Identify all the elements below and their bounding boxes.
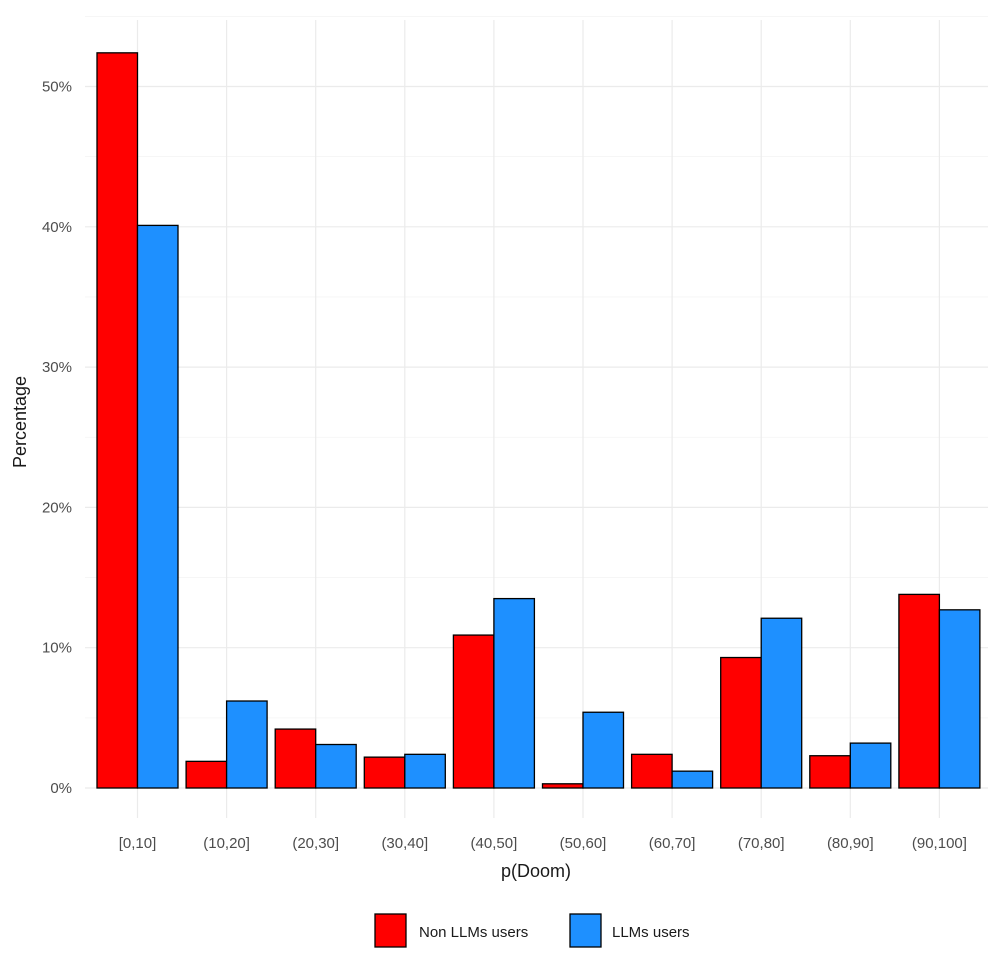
y-tick-label: 30% (42, 359, 72, 376)
x-tick-label: (50,60] (560, 835, 607, 852)
y-tick-label: 10% (42, 640, 72, 657)
bar-non-llms-users (363, 756, 406, 789)
x-tick-label: (70,80] (738, 835, 785, 852)
bar-non-llms-users (809, 755, 851, 789)
x-tick-label: (40,50] (471, 835, 518, 852)
bar-llms-users (493, 597, 536, 789)
bar-llms-users (136, 224, 179, 789)
bar-llms-users (760, 617, 803, 789)
x-tick-label: (60,70] (649, 835, 696, 852)
bar-non-llms-users (630, 753, 673, 789)
bar-non-llms-users (898, 593, 941, 789)
y-tick-label: 0% (50, 780, 72, 797)
legend-label-non-llms-users: Non LLMs users (419, 924, 528, 941)
legend-label-llms-users: LLMs users (612, 924, 690, 941)
x-tick-label: (80,90] (827, 835, 874, 852)
bar-non-llms-users (720, 656, 762, 789)
bar-non-llms-users (96, 52, 139, 789)
x-tick-label: (10,20] (203, 835, 250, 852)
y-axis-title: Percentage (10, 376, 30, 468)
y-axis-ticks: 0% 10% 20% 30% 40% 50% (42, 79, 72, 798)
bar-non-llms-users (452, 634, 495, 789)
y-tick-label: 20% (42, 499, 72, 516)
legend-key-non-llms-users (374, 913, 407, 948)
bars (96, 52, 981, 789)
bar-llms-users (225, 700, 268, 789)
legend-key-llms-users (569, 913, 602, 948)
bar-llms-users (671, 770, 714, 789)
legend: Non LLMs users LLMs users (374, 913, 690, 948)
y-tick-label: 40% (42, 219, 72, 236)
x-axis-title: p(Doom) (501, 861, 571, 881)
x-axis-ticks: [0,10] (10,20] (20,30] (30,40] (40,50] (50,60… (119, 835, 967, 852)
x-tick-label: [0,10] (119, 835, 157, 852)
bar-llms-users (938, 609, 981, 789)
bar-llms-users (582, 711, 625, 789)
y-tick-label: 50% (42, 79, 72, 96)
x-tick-label: (90,100] (912, 835, 967, 852)
x-tick-label: (20,30] (292, 835, 339, 852)
bar-llms-users (849, 742, 892, 789)
bar-llms-users (404, 753, 446, 789)
x-tick-label: (30,40] (381, 835, 428, 852)
bar-non-llms-users (185, 760, 228, 789)
bar-non-llms-users (274, 728, 317, 789)
bar-non-llms-users (541, 783, 584, 789)
bar-llms-users (315, 743, 357, 789)
